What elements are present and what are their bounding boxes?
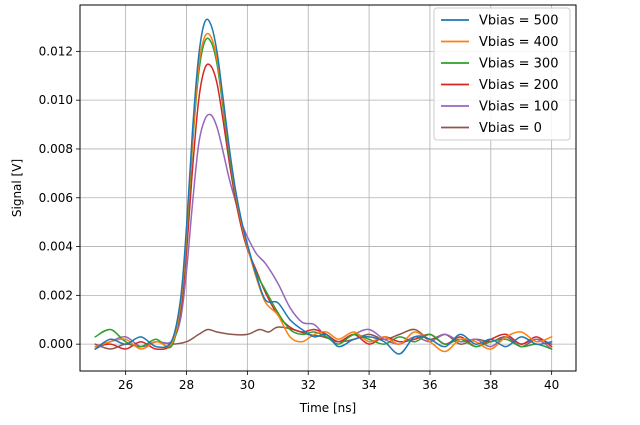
legend-label-vbias-0: Vbias = 0 (479, 121, 542, 136)
x-tick-label: 26 (118, 378, 133, 392)
y-tick-label: 0.010 (39, 93, 73, 107)
x-tick-label: 36 (422, 378, 437, 392)
x-tick-label: 30 (240, 378, 255, 392)
y-tick-label: 0.002 (39, 288, 73, 302)
legend-label-vbias-500: Vbias = 500 (479, 14, 558, 29)
x-tick-label: 40 (544, 378, 559, 392)
x-axis: 26 28 30 32 34 36 38 40 (118, 371, 559, 392)
y-tick-label: 0.004 (39, 240, 73, 254)
y-axis-label: Signal [V] (10, 159, 24, 217)
legend-label-vbias-200: Vbias = 200 (479, 78, 558, 93)
x-tick-label: 32 (301, 378, 316, 392)
y-tick-label: 0.008 (39, 142, 73, 156)
x-tick-label: 38 (483, 378, 498, 392)
legend-label-vbias-300: Vbias = 300 (479, 57, 558, 72)
plot-frame (79, 4, 577, 372)
x-axis-label: Time [ns] (299, 401, 356, 415)
y-tick-label: 0.006 (39, 191, 73, 205)
legend: Vbias = 500 Vbias = 400 Vbias = 300 Vbias =… (433, 7, 571, 141)
legend-label-vbias-100: Vbias = 100 (479, 100, 558, 115)
y-tick-label: 0.012 (39, 44, 73, 58)
series-line-vbias-500 (94, 18, 553, 355)
series-line-vbias-100 (94, 113, 553, 350)
x-tick-label: 34 (361, 378, 376, 392)
x-tick-label: 28 (179, 378, 194, 392)
y-axis: 0.000 0.002 0.004 0.006 0.008 0.010 0.012 (39, 44, 80, 351)
legend-label-vbias-400: Vbias = 400 (479, 35, 558, 50)
y-tick-label: 0.000 (39, 337, 73, 351)
series-layer (94, 18, 553, 355)
